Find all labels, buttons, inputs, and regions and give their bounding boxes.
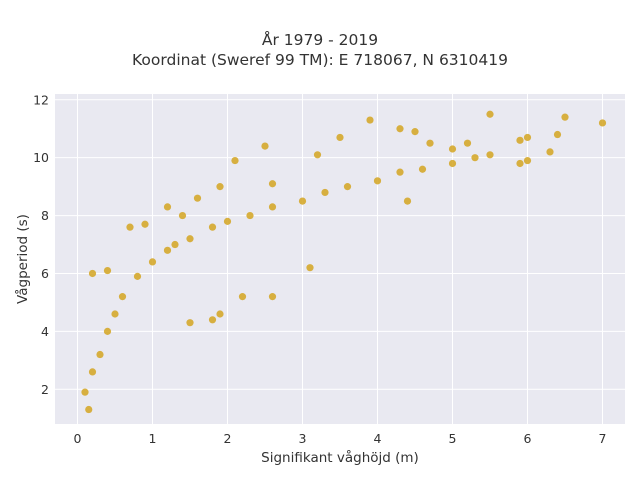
- data-point: [516, 159, 524, 168]
- data-point: [463, 139, 472, 147]
- y-tick-label: 4: [41, 324, 49, 339]
- data-point: [163, 246, 172, 254]
- data-point: [268, 180, 277, 188]
- data-point: [193, 194, 202, 202]
- data-point: [306, 264, 314, 272]
- data-point: [88, 269, 97, 278]
- chart-title-line-1: År 1979 - 2019: [261, 31, 379, 49]
- data-point: [133, 272, 142, 280]
- y-tick-label: 12: [33, 92, 49, 107]
- data-point: [208, 316, 217, 324]
- data-point: [343, 183, 352, 191]
- data-point: [88, 368, 97, 376]
- x-axis-ticks: 0 1 2 3 4 5 6 7: [74, 431, 607, 446]
- data-point: [118, 293, 127, 301]
- data-point: [403, 197, 412, 205]
- data-point: [81, 388, 89, 396]
- data-point: [523, 133, 532, 142]
- y-tick-label: 8: [41, 208, 49, 223]
- data-points: [81, 110, 607, 414]
- y-tick-label: 2: [41, 382, 49, 397]
- x-tick-label: 1: [149, 431, 157, 446]
- data-point: [486, 151, 494, 159]
- data-point: [516, 136, 524, 144]
- y-axis-label: Vågperiod (s): [14, 214, 31, 304]
- data-point: [418, 165, 427, 173]
- data-point: [148, 258, 157, 266]
- data-point: [448, 145, 457, 153]
- data-point: [396, 125, 404, 133]
- data-point: [178, 211, 187, 220]
- data-point: [471, 154, 479, 162]
- data-point: [486, 110, 494, 118]
- data-point: [313, 151, 322, 159]
- data-point: [261, 142, 269, 150]
- plot-background: [55, 94, 625, 424]
- data-point: [111, 310, 119, 318]
- data-point: [553, 130, 562, 139]
- data-point: [171, 240, 179, 249]
- y-tick-label: 6: [41, 266, 49, 281]
- x-tick-label: 2: [224, 431, 232, 446]
- data-point: [216, 183, 224, 191]
- data-point: [426, 139, 434, 147]
- data-point: [561, 113, 569, 121]
- data-point: [141, 220, 149, 228]
- data-point: [523, 156, 532, 165]
- data-point: [373, 177, 382, 185]
- data-point: [546, 148, 554, 156]
- data-point: [321, 188, 329, 197]
- data-point: [186, 319, 194, 327]
- grid-lines: [55, 94, 625, 424]
- data-point: [298, 197, 307, 205]
- y-tick-label: 10: [33, 150, 49, 165]
- data-point: [448, 159, 457, 168]
- data-point: [411, 128, 419, 136]
- data-point: [231, 156, 239, 165]
- data-point: [268, 203, 277, 211]
- x-axis-label: Signifikant våghöjd (m): [261, 449, 419, 466]
- data-point: [103, 327, 112, 335]
- data-point: [598, 119, 607, 127]
- x-tick-label: 0: [74, 431, 82, 446]
- data-point: [186, 235, 194, 243]
- y-axis-ticks: 2 4 6 8 10 12: [33, 92, 49, 396]
- data-point: [208, 223, 217, 231]
- x-tick-label: 7: [599, 431, 607, 446]
- data-point: [85, 405, 93, 414]
- x-tick-label: 4: [374, 431, 382, 446]
- data-point: [366, 116, 374, 124]
- chart-title-line-2: Koordinat (Sweref 99 TM): E 718067, N 63…: [132, 51, 508, 69]
- x-tick-label: 3: [299, 431, 307, 446]
- data-point: [268, 293, 277, 301]
- data-point: [216, 310, 224, 318]
- data-point: [336, 133, 344, 142]
- data-point: [96, 350, 104, 359]
- data-point: [238, 293, 247, 301]
- x-tick-label: 5: [449, 431, 457, 446]
- data-point: [396, 168, 404, 176]
- data-point: [126, 223, 134, 231]
- data-point: [223, 217, 232, 225]
- x-tick-label: 6: [524, 431, 532, 446]
- data-point: [103, 266, 112, 275]
- data-point: [163, 203, 172, 211]
- data-point: [246, 211, 254, 220]
